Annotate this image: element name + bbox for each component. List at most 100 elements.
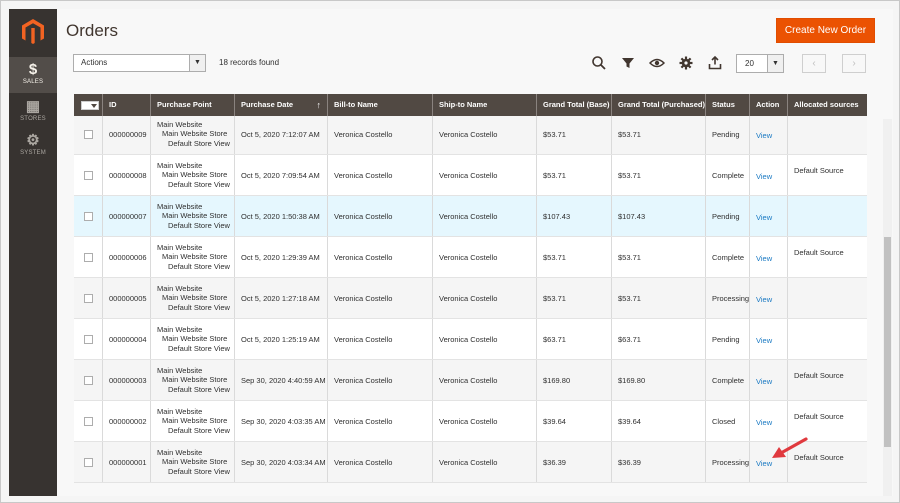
view-link[interactable]: View — [756, 294, 773, 304]
column-header-purchase-date[interactable]: Purchase Date ↑ — [235, 94, 328, 116]
grand-total-base: $39.64 — [537, 401, 612, 441]
per-page-select[interactable]: 20 ▼ — [736, 54, 784, 73]
sort-arrow-icon: ↑ — [316, 100, 322, 110]
filter-icon[interactable] — [620, 55, 636, 71]
order-id: 000000003 — [103, 360, 151, 400]
row-checkbox[interactable] — [84, 334, 93, 344]
action-cell: View — [750, 116, 788, 154]
view-link[interactable]: View — [756, 335, 773, 345]
purchase-point-website: Main Website — [157, 201, 203, 211]
gear-icon[interactable] — [678, 55, 694, 71]
view-link[interactable]: View — [756, 171, 773, 181]
view-link[interactable]: View — [756, 458, 773, 468]
row-checkbox[interactable] — [84, 211, 93, 221]
orders-grid: ID Purchase Point Purchase Date ↑ Bill-t… — [74, 94, 867, 496]
purchase-point: Main Website Main Website Store Default … — [151, 401, 235, 441]
row-checkbox[interactable] — [84, 170, 93, 180]
purchase-point-store: Main Website Store — [162, 211, 228, 221]
export-icon[interactable] — [707, 55, 723, 71]
purchase-point: Main Website Main Website Store Default … — [151, 155, 235, 195]
column-header-purchase-point[interactable]: Purchase Point — [151, 94, 235, 116]
order-status: Complete — [706, 360, 750, 400]
purchase-date: Sep 30, 2020 4:03:34 AM — [235, 442, 328, 482]
row-checkbox-cell — [74, 237, 103, 277]
row-checkbox-cell — [74, 442, 103, 482]
purchase-point-store: Main Website Store — [162, 334, 228, 344]
purchase-point-website: Main Website — [157, 324, 203, 334]
purchase-point-website: Main Website — [157, 283, 203, 293]
create-new-order-button[interactable]: Create New Order — [776, 18, 875, 43]
row-checkbox[interactable] — [84, 416, 93, 426]
table-row[interactable]: 000000002 Main Website Main Website Stor… — [74, 401, 867, 442]
table-row[interactable]: 000000004 Main Website Main Website Stor… — [74, 319, 867, 360]
view-link[interactable]: View — [756, 417, 773, 427]
sidebar-item-sales[interactable]: $ SALES — [9, 57, 57, 93]
purchase-point-website: Main Website — [157, 119, 203, 129]
previous-page-button[interactable]: ‹ — [802, 54, 826, 73]
purchase-date: Oct 5, 2020 1:50:38 AM — [235, 196, 328, 236]
column-header-grand-total-base[interactable]: Grand Total (Base) — [537, 94, 612, 116]
eye-icon[interactable] — [649, 55, 665, 71]
purchase-point-website: Main Website — [157, 160, 203, 170]
mass-actions-select[interactable]: Actions ▼ — [73, 54, 206, 72]
row-checkbox[interactable] — [84, 375, 93, 385]
grand-total-base: $63.71 — [537, 319, 612, 359]
purchase-point: Main Website Main Website Store Default … — [151, 319, 235, 359]
row-checkbox-cell — [74, 116, 103, 154]
sidebar-item-system[interactable]: ⚙ SYSTEM — [9, 131, 57, 161]
table-row[interactable]: 000000003 Main Website Main Website Stor… — [74, 360, 867, 401]
grand-total-base: $53.71 — [537, 278, 612, 318]
purchase-point-website: Main Website — [157, 242, 203, 252]
view-link[interactable]: View — [756, 376, 773, 386]
allocated-source-cell — [788, 196, 867, 236]
table-row[interactable]: 000000006 Main Website Main Website Stor… — [74, 237, 867, 278]
column-header-bill-to[interactable]: Bill-to Name — [328, 94, 433, 116]
grand-total-purchased: $53.71 — [612, 237, 706, 277]
search-icon[interactable] — [591, 55, 607, 71]
view-link[interactable]: View — [756, 253, 773, 263]
row-checkbox[interactable] — [84, 293, 93, 303]
bill-to-name: Veronica Costello — [328, 401, 433, 441]
table-row[interactable]: 000000001 Main Website Main Website Stor… — [74, 442, 867, 483]
purchase-point-view: Default Store View — [168, 138, 230, 148]
table-row[interactable]: 000000008 Main Website Main Website Stor… — [74, 155, 867, 196]
purchase-point-store: Main Website Store — [162, 252, 228, 262]
order-id: 000000004 — [103, 319, 151, 359]
row-checkbox-cell — [74, 278, 103, 318]
table-row[interactable]: 000000007 Main Website Main Website Stor… — [74, 196, 867, 237]
column-header-grand-total-purchased[interactable]: Grand Total (Purchased) — [612, 94, 706, 116]
magento-logo-icon[interactable] — [22, 19, 44, 45]
grand-total-base: $169.80 — [537, 360, 612, 400]
bill-to-name: Veronica Costello — [328, 237, 433, 277]
scrollbar-thumb[interactable] — [884, 237, 891, 447]
view-link[interactable]: View — [756, 212, 773, 222]
allocated-source: Default Source — [794, 248, 844, 257]
purchase-point-view: Default Store View — [168, 384, 230, 394]
table-row[interactable]: 000000005 Main Website Main Website Stor… — [74, 278, 867, 319]
row-checkbox[interactable] — [84, 252, 93, 262]
sidebar-item-stores[interactable]: ▦ STORES — [9, 97, 57, 127]
column-header-id[interactable]: ID — [103, 94, 151, 116]
purchase-date: Oct 5, 2020 1:27:18 AM — [235, 278, 328, 318]
row-checkbox[interactable] — [84, 129, 93, 139]
records-count: 18 records found — [219, 58, 280, 67]
purchase-point-website: Main Website — [157, 447, 203, 457]
select-all-checkbox[interactable] — [74, 94, 103, 116]
column-header-ship-to[interactable]: Ship-to Name — [433, 94, 537, 116]
table-row[interactable]: 000000009 Main Website Main Website Stor… — [74, 116, 867, 155]
purchase-point: Main Website Main Website Store Default … — [151, 116, 235, 154]
column-header-status[interactable]: Status — [706, 94, 750, 116]
next-page-button[interactable]: › — [842, 54, 866, 73]
allocated-source-cell — [788, 116, 867, 154]
sidebar-item-label: STORES — [20, 116, 46, 122]
dollar-icon: $ — [28, 61, 38, 78]
purchase-point-view: Default Store View — [168, 220, 230, 230]
grand-total-purchased: $53.71 — [612, 278, 706, 318]
allocated-source-cell — [788, 319, 867, 359]
grand-total-base: $53.71 — [537, 237, 612, 277]
vertical-scrollbar[interactable] — [883, 119, 892, 496]
row-checkbox[interactable] — [84, 457, 93, 467]
row-checkbox-cell — [74, 319, 103, 359]
view-link[interactable]: View — [756, 130, 773, 140]
store-icon: ▦ — [25, 98, 41, 115]
